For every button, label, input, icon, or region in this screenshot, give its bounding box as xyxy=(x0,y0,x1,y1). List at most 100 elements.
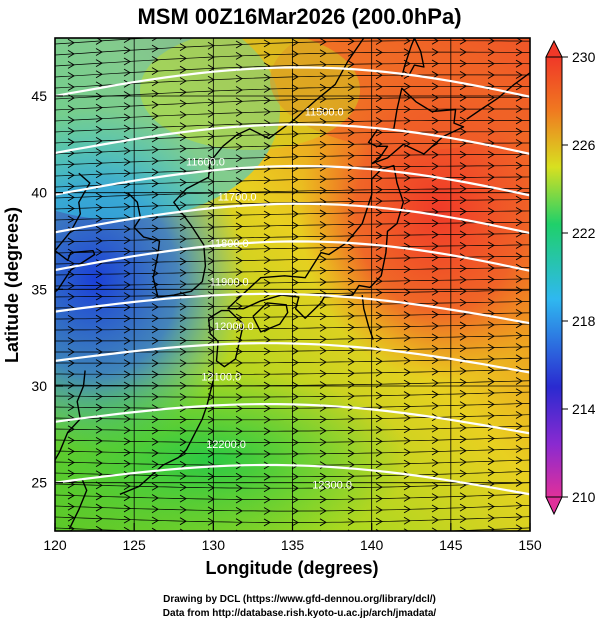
wind-arrow xyxy=(263,279,271,287)
wind-arrow xyxy=(291,267,299,275)
wind-arrow xyxy=(515,218,523,227)
wind-arrow xyxy=(319,312,327,321)
wind-arrow xyxy=(431,436,439,444)
wind-arrow xyxy=(179,201,187,210)
wind-arrow xyxy=(319,255,327,264)
wind-arrow xyxy=(291,278,299,287)
wind-arrow xyxy=(487,514,495,522)
wind-arrow xyxy=(263,222,271,230)
wind-arrow xyxy=(179,178,187,187)
streamline xyxy=(55,233,530,243)
wind-arrow xyxy=(487,525,495,531)
wind-arrow xyxy=(403,482,411,491)
coastline-segment xyxy=(55,370,86,462)
wind-arrow xyxy=(151,415,159,424)
wind-arrow xyxy=(123,258,131,267)
wind-arrow xyxy=(459,503,467,512)
wind-arrow xyxy=(67,359,75,367)
wind-arrow xyxy=(431,493,439,502)
wind-arrow xyxy=(487,468,495,477)
wind-arrow xyxy=(151,370,159,379)
wind-arrow xyxy=(123,225,131,233)
wind-arrow xyxy=(263,176,271,185)
wind-arrow xyxy=(515,456,523,465)
wind-arrow xyxy=(347,426,355,435)
wind-arrow xyxy=(403,265,411,274)
wind-arrow xyxy=(375,471,383,480)
wind-arrow xyxy=(95,192,103,201)
wind-arrow xyxy=(487,173,495,182)
wind-arrow xyxy=(515,433,523,442)
wind-arrow xyxy=(67,370,75,378)
wind-arrow xyxy=(207,234,215,243)
wind-arrow xyxy=(123,381,131,390)
streamline xyxy=(55,142,530,155)
wind-arrow xyxy=(291,38,299,47)
wind-arrow xyxy=(431,185,439,193)
wind-arrow xyxy=(67,381,75,390)
wind-arrow xyxy=(487,161,495,170)
colorbar-tick-label: 218 xyxy=(572,313,596,329)
wind-arrow xyxy=(235,177,243,185)
wind-arrow xyxy=(515,59,523,68)
streamline xyxy=(55,448,530,455)
wind-arrow xyxy=(235,359,243,367)
wind-arrow xyxy=(123,158,131,166)
wind-arrow xyxy=(151,224,159,233)
wind-arrow xyxy=(319,266,327,275)
colorbar-ticks: 230 226 222 218 214 210 xyxy=(562,49,596,505)
height-contour xyxy=(55,240,530,272)
wind-arrow xyxy=(375,437,383,446)
wind-arrow xyxy=(235,472,243,481)
wind-arrow xyxy=(207,64,215,73)
wind-arrow xyxy=(291,438,299,447)
wind-arrow xyxy=(515,467,523,476)
wind-arrow xyxy=(403,322,411,331)
wind-arrow xyxy=(291,50,299,58)
wind-arrow xyxy=(347,380,355,389)
wind-arrow xyxy=(95,370,103,379)
wind-arrow xyxy=(459,344,467,353)
wind-arrow xyxy=(263,484,271,493)
wind-arrow xyxy=(459,59,467,68)
wind-arrow xyxy=(123,57,131,66)
wind-arrow xyxy=(515,297,523,306)
wind-arrow xyxy=(179,449,187,458)
wind-arrow xyxy=(319,369,327,378)
y-tick-label: 25 xyxy=(31,475,47,491)
y-tick-label: 45 xyxy=(31,88,47,104)
wind-arrow xyxy=(95,270,103,279)
wind-arrow xyxy=(151,516,159,525)
wind-arrow xyxy=(459,332,467,341)
wind-arrow xyxy=(151,314,159,323)
wind-arrow xyxy=(95,214,103,223)
wind-arrow xyxy=(123,459,131,468)
wind-arrow xyxy=(123,448,131,457)
wind-arrow xyxy=(431,401,439,410)
wind-arrow xyxy=(375,426,383,434)
wind-arrow xyxy=(375,368,383,377)
wind-arrow xyxy=(67,348,75,356)
wind-arrow xyxy=(67,425,75,434)
wind-arrow xyxy=(67,480,75,489)
wind-arrow xyxy=(291,450,299,458)
wind-arrow xyxy=(459,196,467,205)
wind-arrow xyxy=(459,435,467,444)
wind-arrow xyxy=(431,344,439,353)
wind-arrow xyxy=(319,484,327,492)
wind-arrow xyxy=(487,502,495,511)
wind-arrow xyxy=(515,71,523,79)
wind-arrow xyxy=(459,116,467,125)
wind-arrow xyxy=(375,185,383,194)
wind-arrow xyxy=(375,380,383,389)
wind-arrow xyxy=(431,139,439,148)
wind-arrow xyxy=(459,162,467,170)
wind-arrow xyxy=(347,140,355,149)
wind-arrow xyxy=(291,392,299,401)
wind-arrow xyxy=(207,347,215,356)
wind-arrow xyxy=(487,48,495,57)
wind-arrow xyxy=(319,95,327,103)
wind-arrow xyxy=(291,335,299,344)
wind-arrow xyxy=(151,449,159,457)
wind-arrow xyxy=(459,298,467,307)
